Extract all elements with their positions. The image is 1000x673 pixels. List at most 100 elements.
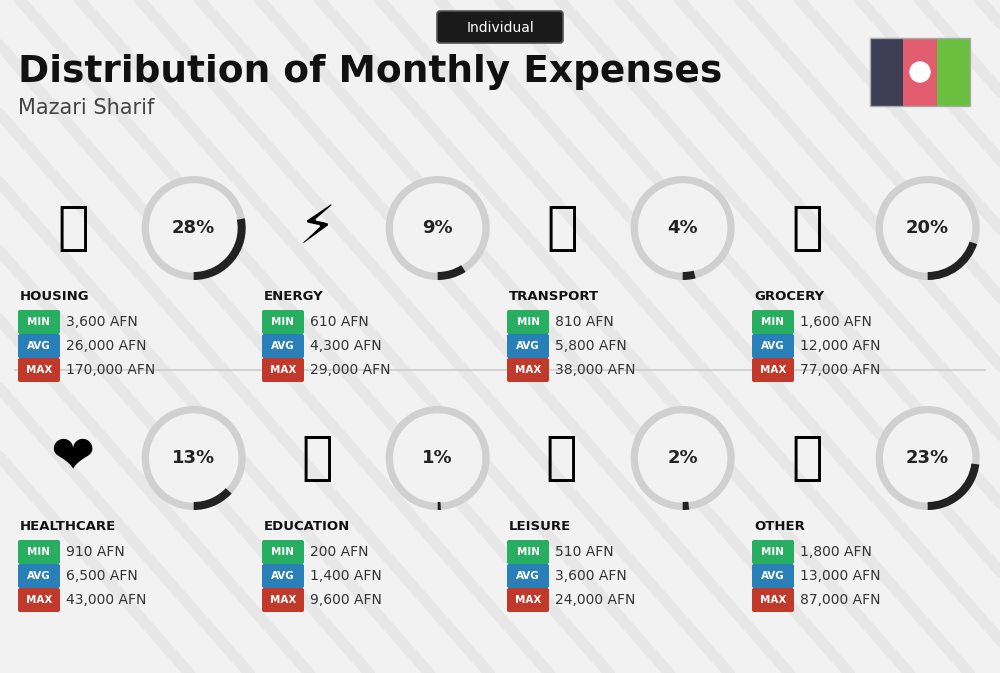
Text: 5,800 AFN: 5,800 AFN	[555, 339, 627, 353]
Text: 12,000 AFN: 12,000 AFN	[800, 339, 881, 353]
Text: 1,400 AFN: 1,400 AFN	[310, 569, 382, 583]
FancyBboxPatch shape	[507, 358, 549, 382]
Wedge shape	[683, 271, 696, 280]
Wedge shape	[194, 218, 246, 280]
Text: MIN: MIN	[272, 317, 294, 327]
Text: MAX: MAX	[760, 595, 786, 605]
Circle shape	[394, 184, 482, 272]
Text: Distribution of Monthly Expenses: Distribution of Monthly Expenses	[18, 54, 722, 90]
Circle shape	[884, 184, 972, 272]
Text: 20%: 20%	[906, 219, 949, 237]
Text: OTHER: OTHER	[754, 520, 805, 532]
Wedge shape	[928, 464, 979, 510]
Text: AVG: AVG	[27, 571, 51, 581]
Text: MIN: MIN	[762, 317, 784, 327]
Text: 4%: 4%	[667, 219, 698, 237]
FancyBboxPatch shape	[262, 588, 304, 612]
Text: 510 AFN: 510 AFN	[555, 545, 614, 559]
Text: 910 AFN: 910 AFN	[66, 545, 125, 559]
Text: AVG: AVG	[761, 571, 785, 581]
Text: MIN: MIN	[28, 317, 50, 327]
Text: 💰: 💰	[791, 432, 823, 484]
Text: MIN: MIN	[516, 317, 540, 327]
Text: 3,600 AFN: 3,600 AFN	[555, 569, 627, 583]
Text: 24,000 AFN: 24,000 AFN	[555, 593, 635, 607]
Text: 🛍️: 🛍️	[546, 432, 578, 484]
FancyBboxPatch shape	[507, 310, 549, 334]
Text: 3,600 AFN: 3,600 AFN	[66, 315, 138, 329]
Wedge shape	[438, 502, 441, 510]
Text: 4,300 AFN: 4,300 AFN	[310, 339, 382, 353]
Wedge shape	[438, 265, 466, 280]
Wedge shape	[876, 176, 980, 280]
Text: 9,600 AFN: 9,600 AFN	[310, 593, 382, 607]
Text: 610 AFN: 610 AFN	[310, 315, 369, 329]
Text: MIN: MIN	[762, 547, 784, 557]
Text: AVG: AVG	[516, 571, 540, 581]
Text: MIN: MIN	[272, 547, 294, 557]
FancyBboxPatch shape	[262, 540, 304, 564]
Text: MAX: MAX	[270, 365, 296, 375]
Text: 77,000 AFN: 77,000 AFN	[800, 363, 880, 377]
FancyBboxPatch shape	[507, 564, 549, 588]
Wedge shape	[194, 488, 232, 510]
Text: AVG: AVG	[761, 341, 785, 351]
Wedge shape	[386, 406, 490, 510]
Text: GROCERY: GROCERY	[754, 289, 824, 302]
Text: AVG: AVG	[516, 341, 540, 351]
Text: ⚡: ⚡	[299, 202, 336, 254]
Text: EDUCATION: EDUCATION	[264, 520, 350, 532]
Text: 1%: 1%	[422, 449, 453, 467]
Circle shape	[639, 414, 727, 502]
Text: AVG: AVG	[271, 571, 295, 581]
Bar	[870, 38, 970, 106]
Wedge shape	[928, 242, 977, 280]
FancyBboxPatch shape	[262, 358, 304, 382]
Circle shape	[150, 184, 238, 272]
FancyBboxPatch shape	[507, 540, 549, 564]
Text: AVG: AVG	[27, 341, 51, 351]
FancyBboxPatch shape	[18, 358, 60, 382]
FancyBboxPatch shape	[18, 564, 60, 588]
FancyBboxPatch shape	[752, 540, 794, 564]
FancyBboxPatch shape	[262, 564, 304, 588]
Circle shape	[394, 414, 482, 502]
FancyBboxPatch shape	[18, 334, 60, 358]
Text: 9%: 9%	[422, 219, 453, 237]
FancyBboxPatch shape	[507, 334, 549, 358]
FancyBboxPatch shape	[18, 588, 60, 612]
Text: MAX: MAX	[270, 595, 296, 605]
Text: MIN: MIN	[516, 547, 540, 557]
Text: 29,000 AFN: 29,000 AFN	[310, 363, 390, 377]
Circle shape	[910, 62, 930, 82]
Text: 87,000 AFN: 87,000 AFN	[800, 593, 881, 607]
Text: 23%: 23%	[906, 449, 949, 467]
Wedge shape	[142, 176, 246, 280]
Text: MAX: MAX	[515, 595, 541, 605]
Wedge shape	[142, 406, 246, 510]
Text: MIN: MIN	[28, 547, 50, 557]
FancyBboxPatch shape	[18, 310, 60, 334]
Text: 2%: 2%	[667, 449, 698, 467]
Text: HOUSING: HOUSING	[20, 289, 90, 302]
Text: TRANSPORT: TRANSPORT	[509, 289, 599, 302]
Text: 🛒: 🛒	[791, 202, 823, 254]
Text: 1,600 AFN: 1,600 AFN	[800, 315, 872, 329]
Text: ENERGY: ENERGY	[264, 289, 324, 302]
Circle shape	[639, 184, 727, 272]
Text: 38,000 AFN: 38,000 AFN	[555, 363, 636, 377]
Text: MAX: MAX	[760, 365, 786, 375]
Text: Individual: Individual	[466, 21, 534, 35]
Text: 🏢: 🏢	[57, 202, 89, 254]
FancyBboxPatch shape	[752, 588, 794, 612]
Text: MAX: MAX	[26, 595, 52, 605]
Text: 🚌: 🚌	[546, 202, 578, 254]
Wedge shape	[683, 501, 689, 510]
Text: 13,000 AFN: 13,000 AFN	[800, 569, 881, 583]
Text: 810 AFN: 810 AFN	[555, 315, 614, 329]
Text: ❤️: ❤️	[51, 432, 95, 484]
Text: 6,500 AFN: 6,500 AFN	[66, 569, 138, 583]
Bar	[870, 38, 903, 106]
Wedge shape	[386, 176, 490, 280]
Text: 200 AFN: 200 AFN	[310, 545, 368, 559]
